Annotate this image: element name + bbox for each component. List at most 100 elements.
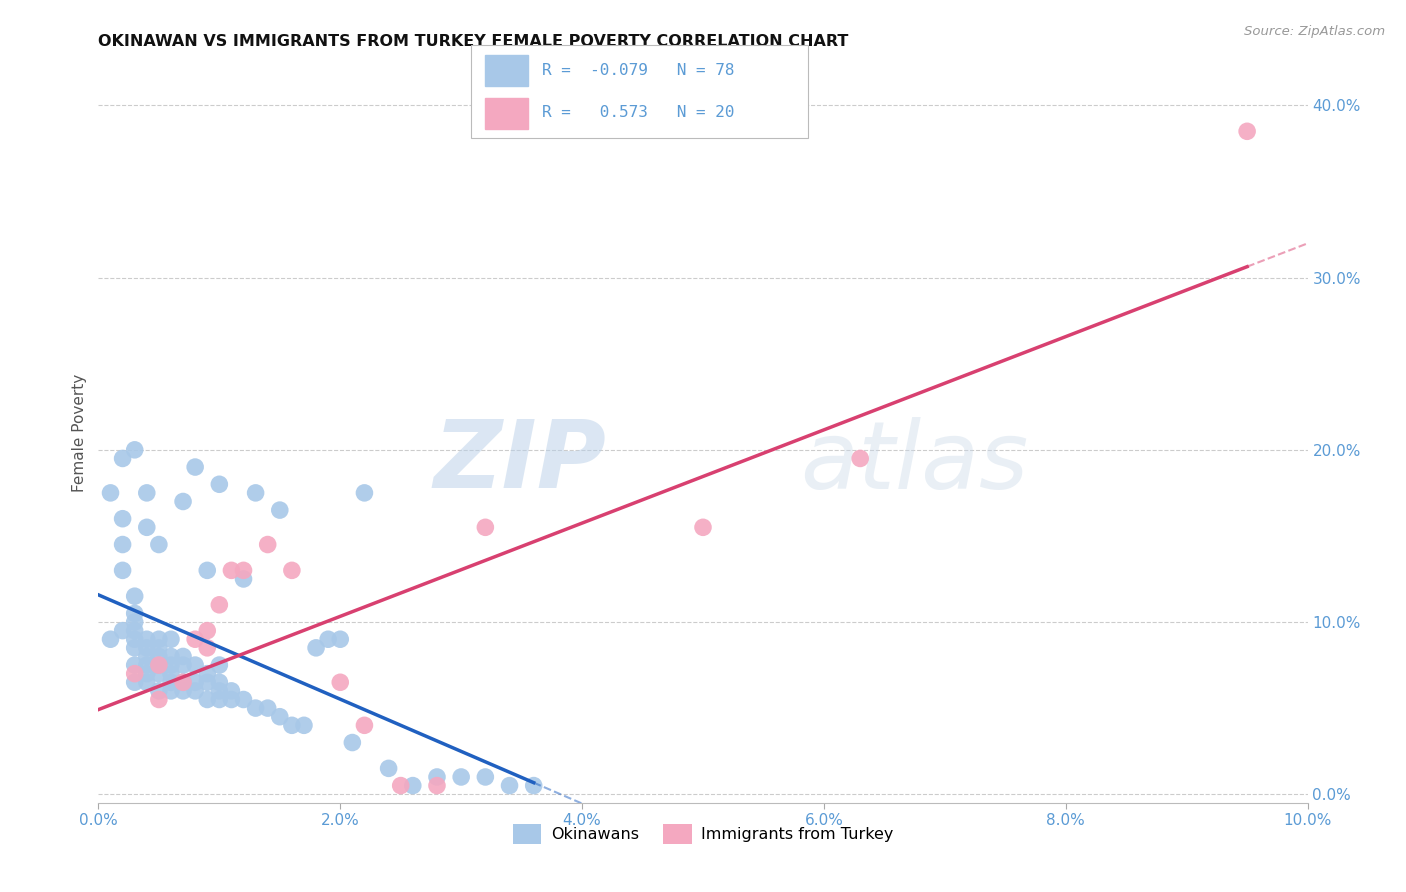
Point <box>124 607 146 621</box>
Point <box>195 675 218 690</box>
Point <box>474 770 496 784</box>
Point <box>172 675 194 690</box>
Point <box>208 477 231 491</box>
Point <box>281 718 304 732</box>
Point <box>692 520 714 534</box>
Point <box>184 675 207 690</box>
Point <box>160 658 183 673</box>
Point <box>195 563 218 577</box>
Legend: Okinawans, Immigrants from Turkey: Okinawans, Immigrants from Turkey <box>506 818 900 850</box>
Point <box>221 563 243 577</box>
Point <box>148 649 170 664</box>
Point <box>426 770 449 784</box>
Point <box>124 632 146 647</box>
Point <box>135 486 157 500</box>
Point <box>221 684 243 698</box>
Point <box>329 632 352 647</box>
Point <box>111 537 134 551</box>
Point <box>245 486 267 500</box>
Point <box>100 632 122 647</box>
Point <box>208 598 231 612</box>
Point <box>269 709 291 723</box>
Point <box>292 718 315 732</box>
Point <box>135 520 157 534</box>
Point <box>245 701 267 715</box>
Point <box>256 537 278 551</box>
Point <box>111 624 134 638</box>
Point <box>232 692 254 706</box>
Point <box>426 779 449 793</box>
Point <box>172 649 194 664</box>
Point <box>184 460 207 475</box>
Point <box>124 675 146 690</box>
Point <box>377 761 399 775</box>
Bar <box>485 98 529 129</box>
Point <box>135 666 157 681</box>
Point <box>148 640 170 655</box>
Point <box>124 442 146 457</box>
Point <box>135 632 157 647</box>
Point <box>269 503 291 517</box>
Point <box>523 779 546 793</box>
Point <box>124 658 146 673</box>
Point <box>208 675 231 690</box>
Point <box>305 640 328 655</box>
Point <box>172 658 194 673</box>
Point <box>184 658 207 673</box>
Point <box>184 684 207 698</box>
Point <box>100 486 122 500</box>
Point <box>1236 124 1258 138</box>
Point <box>232 572 254 586</box>
Point <box>160 684 183 698</box>
Point <box>111 563 134 577</box>
Point <box>450 770 472 784</box>
Point <box>160 666 183 681</box>
Point <box>148 666 170 681</box>
Text: Source: ZipAtlas.com: Source: ZipAtlas.com <box>1244 25 1385 38</box>
Point <box>389 779 412 793</box>
Point <box>160 649 183 664</box>
Point <box>474 520 496 534</box>
Point <box>208 658 231 673</box>
Y-axis label: Female Poverty: Female Poverty <box>72 374 87 491</box>
Point <box>160 632 183 647</box>
Text: R =  -0.079   N = 78: R = -0.079 N = 78 <box>541 62 734 78</box>
Point <box>124 624 146 638</box>
Point <box>208 684 231 698</box>
Point <box>172 675 194 690</box>
Point <box>135 658 157 673</box>
Point <box>232 563 254 577</box>
Point <box>172 494 194 508</box>
Point <box>160 675 183 690</box>
Point <box>221 692 243 706</box>
Text: atlas: atlas <box>800 417 1028 508</box>
Point <box>148 692 170 706</box>
Text: R =   0.573   N = 20: R = 0.573 N = 20 <box>541 105 734 120</box>
Point <box>124 589 146 603</box>
Point <box>124 666 146 681</box>
Point <box>256 701 278 715</box>
Point <box>849 451 872 466</box>
Point <box>148 537 170 551</box>
Bar <box>485 55 529 86</box>
Point <box>195 624 218 638</box>
Point <box>195 640 218 655</box>
Point <box>124 640 146 655</box>
Point <box>135 640 157 655</box>
Point <box>184 632 207 647</box>
Point <box>135 649 157 664</box>
Point <box>353 718 375 732</box>
Point <box>148 684 170 698</box>
Point <box>316 632 339 647</box>
Point <box>498 779 520 793</box>
Point <box>135 675 157 690</box>
Point <box>281 563 304 577</box>
Point <box>353 486 375 500</box>
Point <box>148 658 170 673</box>
Point <box>111 451 134 466</box>
Point <box>195 666 218 681</box>
Point <box>402 779 425 793</box>
Point <box>111 512 134 526</box>
Point <box>208 692 231 706</box>
Point <box>124 615 146 629</box>
